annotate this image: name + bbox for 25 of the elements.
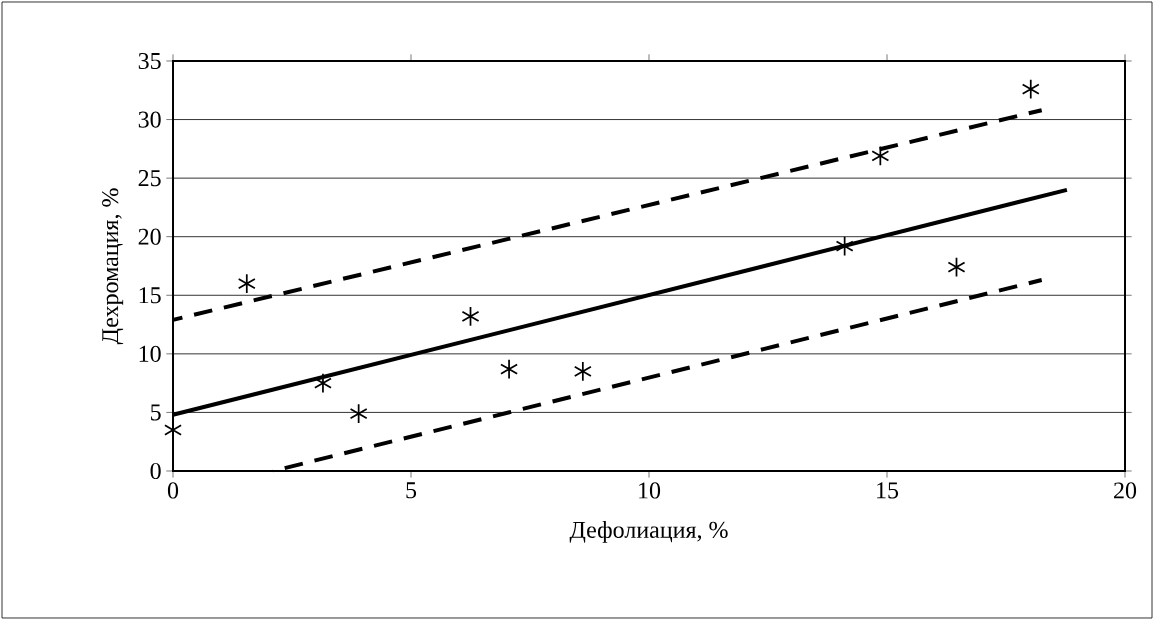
y-tick-label: 20: [138, 228, 161, 245]
point: [573, 361, 592, 382]
y-tick-label: 0: [150, 462, 161, 480]
y-tick-label: 25: [138, 170, 161, 187]
point: [835, 235, 854, 257]
y-axis-title: Дехромация, %: [102, 188, 124, 345]
point: [1021, 78, 1040, 100]
x-tick-label: 15: [877, 482, 899, 499]
y-tick-label: 5: [151, 404, 161, 421]
x-tick-label: 20: [1114, 482, 1137, 499]
point: [871, 145, 890, 167]
y-tick-label: 35: [138, 52, 161, 70]
x-axis-title: Дефолиация, %: [569, 521, 728, 543]
x-tick-label: 0: [167, 482, 179, 499]
point: [461, 306, 480, 327]
point: [500, 358, 519, 380]
x-tick-label: 10: [639, 482, 661, 499]
x-tick-label: 5: [406, 482, 417, 499]
point: [349, 403, 368, 424]
point: [313, 372, 332, 394]
point: [237, 273, 256, 294]
y-tick-label: 30: [138, 111, 161, 128]
y-tick-label: 15: [139, 287, 161, 304]
point: [947, 256, 966, 278]
y-tick-label: 10: [139, 345, 161, 362]
